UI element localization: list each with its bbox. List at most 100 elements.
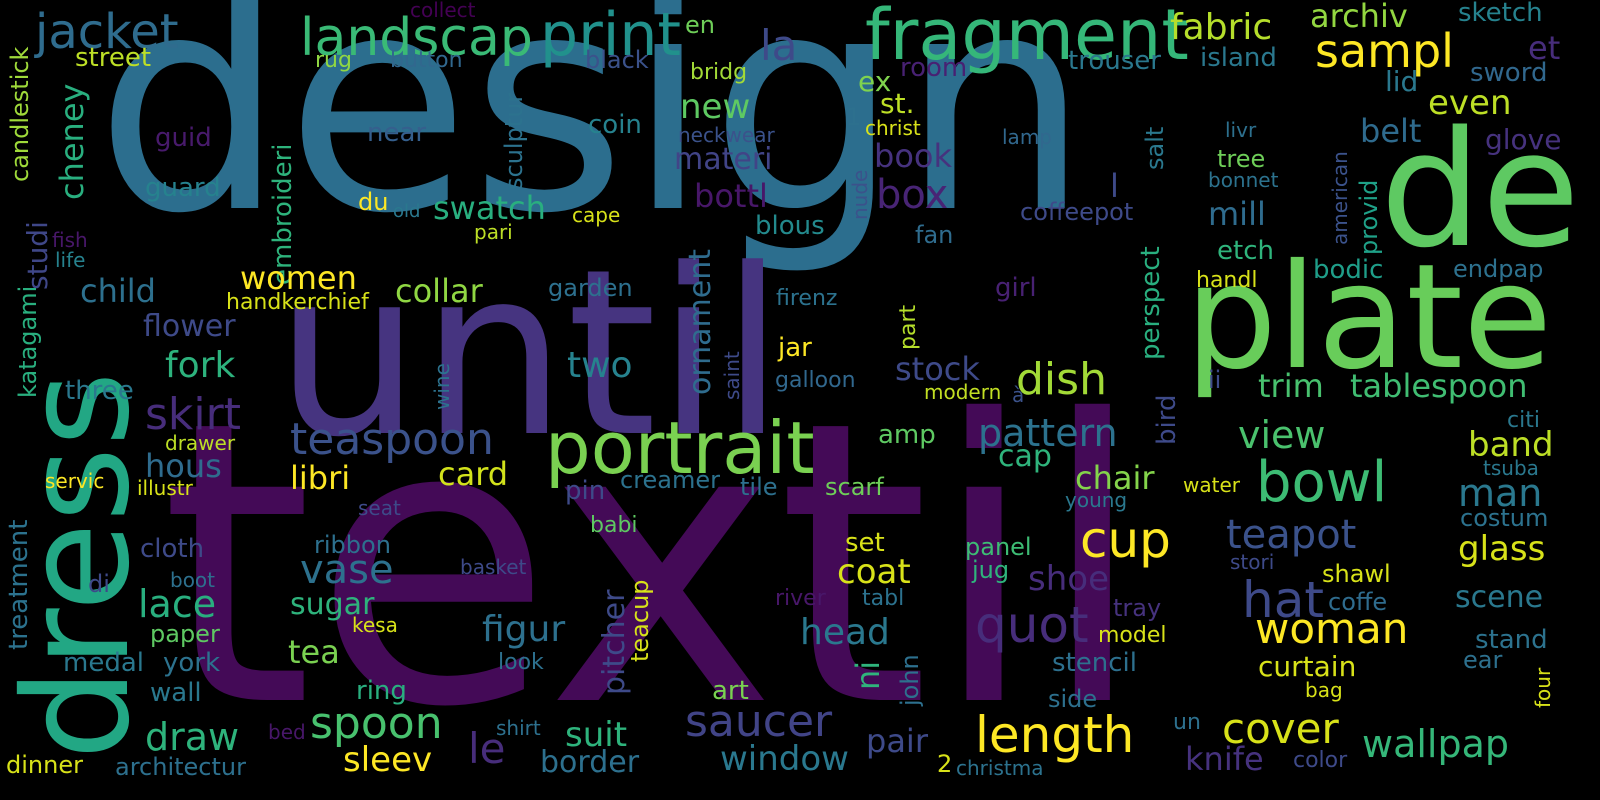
word-babi: babi bbox=[590, 513, 638, 538]
word-de: de bbox=[1380, 96, 1580, 283]
word-pari: pari bbox=[474, 220, 513, 244]
word-materi: materi bbox=[674, 142, 773, 177]
word-life: life bbox=[55, 248, 86, 272]
word-set: set bbox=[845, 528, 885, 558]
word-scarf: scarf bbox=[825, 473, 884, 501]
word-pair: pair bbox=[866, 722, 928, 760]
word-sculptur: sculptur bbox=[500, 92, 528, 190]
word-bottl: bottl bbox=[694, 177, 768, 215]
word-trim: trim bbox=[1258, 367, 1324, 405]
word-fork: fork bbox=[165, 345, 236, 386]
word-quot: quot bbox=[975, 596, 1089, 654]
word-american: american bbox=[1328, 151, 1352, 245]
word-scene: scene bbox=[1455, 580, 1544, 615]
word-bodic: bodic bbox=[1313, 255, 1384, 285]
word-landscap: landscap bbox=[300, 8, 533, 68]
word-lid: lid bbox=[1385, 65, 1419, 98]
word-flower: flower bbox=[143, 309, 236, 344]
word-bed: bed bbox=[268, 720, 306, 744]
word-stock: stock bbox=[895, 350, 980, 388]
word-blous: blous bbox=[755, 211, 825, 241]
word-ribbon: ribbon bbox=[314, 531, 391, 559]
word-du: du bbox=[358, 188, 389, 216]
word-di: di bbox=[88, 570, 110, 598]
word-katagami: katagami bbox=[14, 285, 42, 398]
word-livr: livr bbox=[1225, 118, 1257, 142]
word-near: near bbox=[367, 118, 427, 148]
word-pin: pin bbox=[565, 476, 606, 506]
word-seat: seat bbox=[358, 496, 401, 520]
word-handkerchief: handkerchief bbox=[226, 290, 369, 315]
word-archiv: archiv bbox=[1310, 0, 1408, 35]
word-stori: stori bbox=[1230, 550, 1275, 574]
word-shawl: shawl bbox=[1322, 560, 1391, 588]
word-guard: guard bbox=[145, 173, 221, 203]
word-ear: ear bbox=[1463, 646, 1503, 674]
word-handl: handl bbox=[1196, 268, 1258, 293]
word-fragment: fragment bbox=[865, 0, 1189, 76]
word-fish: fish bbox=[52, 228, 88, 252]
word-textil: textil bbox=[160, 338, 1147, 792]
word-medal: medal bbox=[63, 648, 144, 678]
word-guid: guid bbox=[155, 123, 212, 153]
word-stand: stand bbox=[1475, 625, 1548, 655]
word-york: york bbox=[163, 648, 221, 678]
word-studi: studi bbox=[21, 221, 54, 290]
word-2: 2 bbox=[937, 750, 953, 778]
word-cheney: cheney bbox=[53, 83, 91, 200]
word-firenz: firenz bbox=[776, 286, 838, 311]
word-shirt: shirt bbox=[496, 716, 541, 740]
word-figur: figur bbox=[482, 609, 566, 650]
word-portrait: portrait bbox=[545, 406, 815, 490]
word-until: until bbox=[275, 221, 785, 488]
word-paper: paper bbox=[150, 620, 220, 648]
word-wine: wine bbox=[430, 363, 454, 410]
word-tile: tile bbox=[740, 473, 778, 501]
word-collar: collar bbox=[395, 272, 483, 310]
word-mill: mill bbox=[1208, 195, 1266, 233]
word-costum: costum bbox=[1460, 504, 1549, 532]
word-coat: coat bbox=[837, 552, 911, 592]
word-teapot: teapot bbox=[1226, 512, 1357, 558]
word-architectur: architectur bbox=[115, 753, 246, 781]
word-black: black bbox=[585, 46, 649, 74]
word-girl: girl bbox=[995, 273, 1037, 303]
word-bag: bag bbox=[1305, 678, 1343, 702]
word-perspect: perspect bbox=[1136, 246, 1166, 360]
word-john: john bbox=[896, 654, 924, 706]
word-ii: ii bbox=[1208, 366, 1222, 394]
word-cloth: cloth bbox=[140, 534, 205, 564]
word-nude: nude bbox=[848, 169, 872, 220]
word-young: young bbox=[1065, 488, 1128, 512]
word-three: three bbox=[65, 376, 134, 406]
word-st: st. bbox=[880, 87, 915, 120]
word-bird: bird bbox=[1152, 394, 1182, 445]
word-rug: rug bbox=[315, 48, 352, 73]
word-le: le bbox=[468, 724, 506, 773]
word-part: part bbox=[896, 304, 921, 350]
word-garden: garden bbox=[548, 274, 633, 302]
word-kesa: kesa bbox=[352, 613, 398, 637]
word-water: water bbox=[1183, 473, 1240, 497]
word-etch: etch bbox=[1217, 236, 1274, 266]
word-glass: glass bbox=[1458, 529, 1546, 569]
word-look: look bbox=[498, 650, 544, 675]
word-room: room bbox=[900, 53, 968, 83]
word-un: un bbox=[1173, 710, 1201, 735]
word-draw: draw bbox=[145, 715, 240, 759]
word-belt: belt bbox=[1360, 112, 1422, 150]
word-head: head bbox=[800, 612, 890, 653]
word-saint: saint bbox=[720, 351, 744, 400]
word-drawer: drawer bbox=[165, 431, 236, 455]
word-side: side bbox=[1048, 685, 1098, 713]
word-ex: ex bbox=[858, 65, 892, 98]
word-coffeepot: coffeepot bbox=[1020, 198, 1134, 226]
word-christma: christma bbox=[956, 756, 1044, 780]
word-swatch: swatch bbox=[433, 189, 546, 227]
word-cover: cover bbox=[1222, 704, 1339, 753]
word-illustr: illustr bbox=[137, 476, 193, 500]
word-sampl: sampl bbox=[1315, 24, 1454, 78]
word-coin: coin bbox=[588, 110, 642, 140]
word-women: women bbox=[240, 259, 357, 297]
word-bonnet: bonnet bbox=[1208, 168, 1279, 192]
